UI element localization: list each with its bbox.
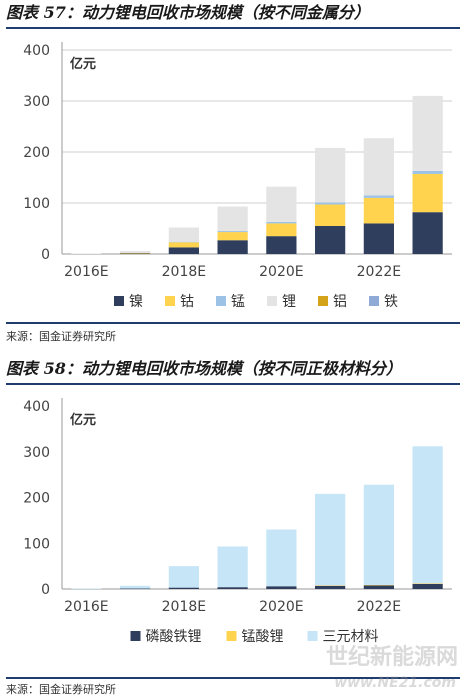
bar-segment (120, 588, 151, 590)
bar-segment (412, 583, 443, 589)
y-tick-label: 100 (23, 196, 50, 212)
bar-segment (412, 95, 443, 171)
y-tick-label: 0 (41, 582, 50, 598)
bar-segment (71, 253, 102, 254)
legend-swatch (369, 296, 379, 306)
bar-segment (363, 223, 394, 254)
bar-segment (315, 202, 346, 205)
y-tick-label: 400 (23, 43, 50, 59)
legend-label: 三元材料 (323, 629, 379, 645)
y-tick-label: 0 (41, 247, 50, 263)
unit-label: 亿元 (70, 56, 96, 72)
y-tick-label: 100 (23, 536, 50, 552)
bar-segment (412, 212, 443, 254)
bar-segment (363, 195, 394, 198)
bar-segment (217, 231, 248, 233)
bar-segment (315, 147, 346, 203)
bar-segment (315, 585, 346, 589)
watermark-logo: 世纪新能源网 (325, 645, 458, 670)
y-tick-label: 200 (23, 145, 50, 161)
legend-swatch (267, 296, 277, 306)
x-tick-label: 2018E (162, 264, 206, 280)
legend-swatch (307, 631, 318, 641)
bar-segment (412, 446, 443, 584)
legend-label: 锰酸锂 (242, 629, 284, 645)
bar-segment (217, 587, 248, 589)
x-tick-label: 2022E (357, 264, 401, 280)
bar-segment (266, 586, 297, 589)
bar-segment (315, 225, 346, 254)
bar-segment (315, 204, 346, 226)
y-tick-label: 300 (23, 445, 50, 461)
bar-segment (168, 247, 199, 254)
bar-segment (363, 585, 394, 589)
figure1-bottom-rule (6, 322, 460, 324)
bar-segment (412, 170, 443, 174)
legend-swatch (130, 631, 141, 641)
legend-label: 镍 (129, 294, 143, 310)
bar-segment (266, 529, 297, 587)
legend-label: 磷酸铁锂 (146, 629, 202, 645)
bar-segment (120, 253, 151, 254)
x-tick-label: 2022E (357, 599, 401, 615)
bar-segment (71, 588, 102, 590)
bar-segment (266, 236, 297, 254)
unit-label: 亿元 (70, 412, 96, 428)
figure1-title-rule (6, 27, 460, 29)
bar-segment (217, 232, 248, 241)
legend-label: 铁 (384, 294, 398, 310)
bar-segment (363, 138, 394, 196)
bar-segment (412, 583, 443, 585)
bar-segment (217, 206, 248, 232)
y-tick-label: 200 (23, 491, 50, 507)
x-tick-label: 2018E (162, 599, 206, 615)
bar-segment (120, 250, 151, 253)
y-tick-label: 400 (23, 399, 50, 415)
bar-segment (363, 484, 394, 585)
figure2-title: 图表 58：动力锂电回收市场规模（按不同正极材料分） (6, 359, 402, 378)
bar-segment (315, 493, 346, 586)
bar-segment (412, 173, 443, 213)
figure1-source: 来源：国金证券研究所 (6, 330, 116, 343)
bar-segment (363, 584, 394, 586)
figure2-bottom-rule (6, 677, 460, 679)
bar-segment (168, 227, 199, 242)
bar-segment (120, 585, 151, 589)
legend-label: 锂 (282, 294, 296, 310)
legend-label: 锰 (231, 294, 245, 310)
bar-segment (217, 546, 248, 588)
figure2-title-rule (6, 383, 460, 385)
legend-label: 铝 (333, 294, 347, 310)
x-tick-label: 2020E (259, 264, 303, 280)
figure1-title: 图表 57：动力锂电回收市场规模（按不同金属分） (6, 3, 370, 22)
legend-swatch (318, 296, 328, 306)
bar-segment (266, 221, 297, 224)
bar-segment (266, 223, 297, 237)
x-tick-label: 2016E (64, 264, 108, 280)
x-tick-label: 2016E (64, 599, 108, 615)
bar-segment (266, 186, 297, 222)
chart2: 0 100 200 300 400 亿元 2016E 2018E 2020E 2022E 磷酸铁锂 锰… (23, 398, 452, 645)
chart1: 0 100 200 300 400 亿元 2016E 2018E 2020E 2022E 镍 钴 锰 锂 铝… (23, 42, 452, 310)
bar-segment (168, 566, 199, 588)
figure2-source: 来源：国金证券研究所 (6, 683, 116, 696)
watermark-url: www.NE21.com (334, 675, 456, 691)
legend-swatch (114, 296, 124, 306)
bar-segment (363, 197, 394, 224)
legend-swatch (216, 296, 226, 306)
bar-segment (217, 240, 248, 254)
bar-segment (120, 252, 151, 254)
y-tick-label: 300 (23, 94, 50, 110)
bar-segment (168, 587, 199, 589)
x-tick-label: 2020E (259, 599, 303, 615)
legend-label: 钴 (180, 294, 194, 310)
bar-segment (315, 585, 346, 586)
legend-swatch (226, 631, 237, 641)
bar-segment (168, 241, 199, 243)
bar-segment (168, 242, 199, 248)
legend-swatch (165, 296, 175, 306)
